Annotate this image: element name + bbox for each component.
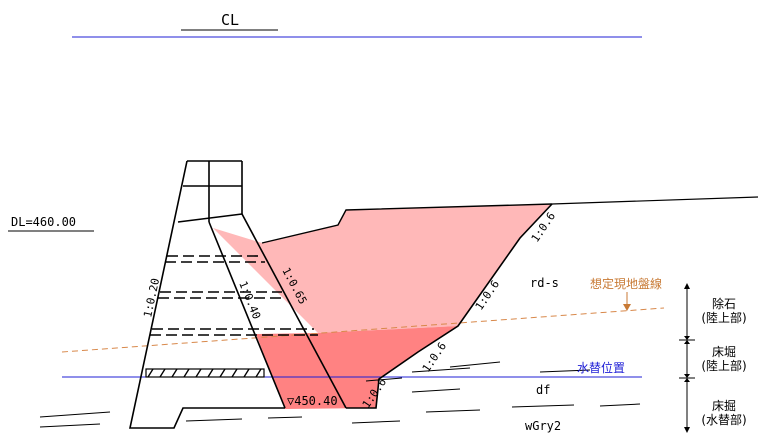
excavation-top-line <box>261 203 553 244</box>
excavation-deep-zone <box>256 326 458 409</box>
right-excavation-slope <box>346 203 553 409</box>
hatched-band <box>145 368 265 378</box>
dimension-arrow-1a-icon <box>684 336 690 340</box>
water-line-annotation: 水替位置 <box>577 360 625 375</box>
inner-slope-b <box>208 221 286 409</box>
zone-1-sub: (陸上部) <box>701 310 746 325</box>
dimension-arrow-top-icon <box>684 283 690 289</box>
ground-texture <box>39 361 641 428</box>
zone-dimension <box>679 284 695 432</box>
dimension-arrow-2a-icon <box>684 374 690 378</box>
zone-1-name: 除石 <box>712 296 736 311</box>
zone-3-sub: (水替部) <box>701 412 746 427</box>
ground-line-arrow-icon <box>623 304 631 311</box>
zone-2-name: 床堀 <box>712 344 736 359</box>
wall-crest-step <box>177 213 243 223</box>
dimension-arrow-bottom-icon <box>684 427 690 433</box>
excavation-light-zone <box>213 204 552 333</box>
original-ground-right <box>551 196 759 205</box>
wall-upstream-face <box>129 160 285 429</box>
zone-3-name: 床掘 <box>712 398 736 413</box>
inner-slope-a <box>241 213 347 409</box>
datum-label: DL=460.00 <box>11 215 76 229</box>
zone-2-sub: (陸上部) <box>701 358 746 373</box>
lift-lines <box>150 255 318 336</box>
cl-label: CL <box>221 11 239 29</box>
ground-line-annotation: 想定現地盤線 <box>590 276 662 291</box>
hatch-marks <box>147 368 262 378</box>
dimension-arrow-1b-icon <box>684 340 690 344</box>
soil-label-upper: rd-s <box>530 276 559 290</box>
assumed-ground-line <box>61 307 665 353</box>
soil-label-lower: wGry2 <box>525 419 561 433</box>
soil-label-middle: df <box>536 383 550 397</box>
dimension-arrow-2b-icon <box>684 378 690 382</box>
bottom-level-label: ▽450.40 <box>287 394 338 408</box>
